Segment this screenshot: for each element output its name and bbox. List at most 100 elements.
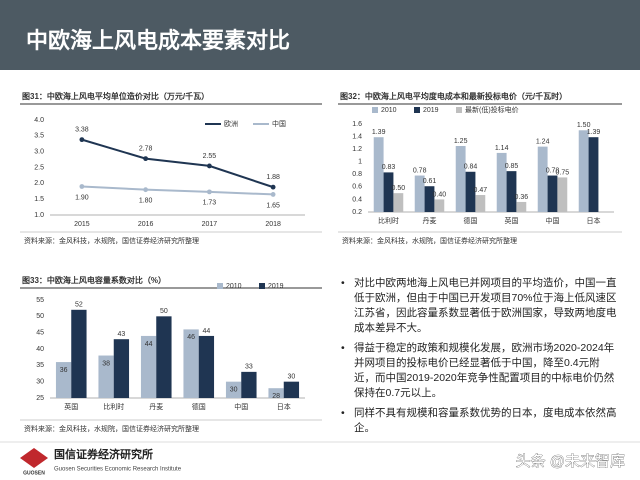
data-label: 0.83 bbox=[382, 164, 396, 171]
point bbox=[206, 163, 212, 169]
watermark: 头条 @未来智库 bbox=[516, 452, 625, 470]
bullet: 得益于稳定的政策和规模化发展，欧洲市场2020-2024年并网项目的投标电价已经… bbox=[338, 341, 620, 401]
bar bbox=[424, 186, 435, 212]
bullet: 对比中欧两地海上风电已并网项目的平均造价，中国一直低于欧洲，但由于中国已开发项目… bbox=[338, 276, 620, 336]
bar bbox=[268, 388, 284, 398]
data-label: 0.47 bbox=[474, 187, 488, 194]
line-series bbox=[81, 185, 274, 196]
x-tick-label: 日本 bbox=[587, 216, 601, 225]
data-label: 50 bbox=[160, 308, 168, 315]
bar bbox=[465, 171, 476, 212]
data-label: 0.36 bbox=[515, 194, 529, 201]
point bbox=[206, 189, 212, 195]
point bbox=[143, 187, 149, 193]
chart-title: 图33：中欧海上风电容量系数对比（%） bbox=[22, 275, 166, 285]
x-tick-label: 中国 bbox=[546, 216, 560, 225]
bar bbox=[557, 177, 568, 212]
data-label: 0.61 bbox=[423, 178, 437, 185]
bar bbox=[578, 130, 589, 212]
bar bbox=[241, 371, 257, 398]
bullet: 同样不具有规模和容量系数优势的日本，度电成本依然高企。 bbox=[338, 406, 620, 436]
legend-swatch bbox=[456, 107, 462, 113]
bar bbox=[383, 172, 394, 212]
y-tick-label: 4.0 bbox=[34, 117, 44, 124]
data-label: 1.73 bbox=[203, 200, 217, 207]
legend-swatch bbox=[372, 107, 378, 113]
data-label: 0.84 bbox=[464, 164, 478, 171]
source-note: 资料来源：金风科技，水规院，国信证券经济研究所整理 bbox=[24, 424, 199, 433]
legend-swatch bbox=[217, 283, 223, 289]
point bbox=[270, 192, 276, 197]
x-tick-label: 丹麦 bbox=[423, 216, 437, 225]
header-bar bbox=[0, 0, 640, 70]
y-tick-label: 35 bbox=[36, 362, 44, 369]
bar bbox=[98, 355, 114, 398]
legend-label: 中国 bbox=[272, 119, 286, 128]
y-tick-label: 0.8 bbox=[352, 171, 362, 178]
legend-label: 欧洲 bbox=[224, 119, 238, 128]
bar bbox=[516, 201, 527, 212]
legend-label: 2010 bbox=[226, 283, 242, 290]
legend-label: 2019 bbox=[423, 107, 439, 114]
bar bbox=[373, 137, 384, 212]
legend-swatch bbox=[414, 107, 420, 113]
x-tick-label: 2018 bbox=[265, 221, 281, 228]
data-label: 46 bbox=[187, 334, 195, 341]
y-tick-label: 30 bbox=[36, 379, 44, 386]
data-label: 3.38 bbox=[75, 126, 89, 133]
y-tick-label: 55 bbox=[36, 297, 44, 304]
org-name: 国信证券经济研究所 bbox=[54, 447, 153, 461]
data-label: 30 bbox=[288, 374, 296, 381]
data-label: 33 bbox=[245, 364, 253, 371]
data-label: 1.39 bbox=[372, 129, 386, 136]
data-label: 0.78 bbox=[546, 167, 560, 174]
data-label: 52 bbox=[75, 302, 83, 309]
y-tick-label: 1.2 bbox=[352, 146, 362, 153]
y-tick-label: 1.4 bbox=[352, 133, 362, 140]
data-label: 0.75 bbox=[556, 169, 570, 176]
legend-label: 最新(低)投标电价 bbox=[465, 105, 519, 114]
y-tick-label: 0.2 bbox=[352, 209, 362, 216]
bar bbox=[588, 137, 599, 212]
y-tick-label: 2.5 bbox=[34, 164, 44, 171]
data-label: 2.55 bbox=[203, 153, 217, 160]
bar bbox=[113, 339, 130, 398]
bar bbox=[140, 335, 157, 398]
data-label: 2.78 bbox=[139, 145, 153, 152]
x-tick-label: 德国 bbox=[192, 402, 206, 411]
legend-swatch bbox=[259, 283, 265, 289]
data-label: 0.40 bbox=[433, 191, 447, 198]
x-tick-label: 2017 bbox=[202, 221, 218, 228]
x-tick-label: 丹麦 bbox=[149, 402, 163, 411]
bar bbox=[506, 171, 517, 212]
data-label: 1.14 bbox=[495, 145, 509, 152]
y-tick-label: 0.4 bbox=[352, 196, 362, 203]
y-tick-label: 1.6 bbox=[352, 121, 362, 128]
bar bbox=[496, 152, 507, 212]
y-tick-label: 1.0 bbox=[34, 212, 44, 219]
y-tick-label: 45 bbox=[36, 330, 44, 337]
data-label: 1.88 bbox=[266, 174, 280, 181]
data-label: 1.25 bbox=[454, 138, 468, 145]
data-label: 38 bbox=[102, 360, 110, 367]
source-note: 资料来源：金风科技，水规院，国信证券经济研究所整理 bbox=[24, 236, 199, 245]
bar bbox=[537, 146, 548, 212]
data-label: 44 bbox=[145, 341, 153, 348]
x-tick-label: 2016 bbox=[138, 221, 154, 228]
logo-mark bbox=[20, 448, 48, 468]
y-tick-label: 2.0 bbox=[34, 180, 44, 187]
bar bbox=[55, 362, 72, 398]
data-label: 0.85 bbox=[505, 163, 519, 170]
header-title: 中欧海上风电成本要素对比 bbox=[26, 28, 290, 53]
data-label: 43 bbox=[118, 331, 126, 338]
point bbox=[143, 156, 149, 162]
legend-label: 2010 bbox=[381, 107, 397, 114]
chart-title: 图32：中欧海上风电平均度电成本和最新投标电价（元/千瓦时） bbox=[340, 91, 567, 101]
data-label: 30 bbox=[230, 387, 238, 394]
y-tick-label: 0.6 bbox=[352, 184, 362, 191]
x-tick-label: 日本 bbox=[277, 402, 291, 411]
bar bbox=[183, 329, 199, 398]
y-tick-label: 40 bbox=[36, 346, 44, 353]
data-label: 1.80 bbox=[139, 198, 153, 205]
